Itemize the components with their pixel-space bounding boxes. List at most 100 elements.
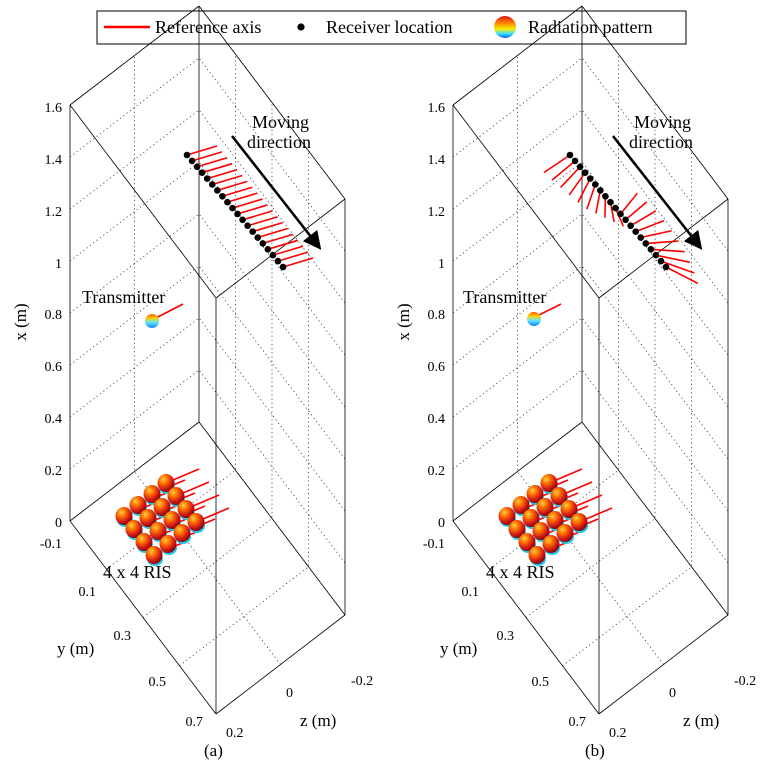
receiver-reference-axis — [242, 210, 273, 221]
ris-element-pattern — [145, 546, 163, 564]
panel-a-receiver-path — [183, 145, 314, 271]
receiver-reference-axis — [630, 210, 657, 227]
grid-line — [69, 265, 346, 460]
receiver-reference-axis — [568, 172, 586, 196]
receiver-location — [652, 251, 660, 259]
box-edge — [598, 198, 729, 299]
receiver-reference-axis — [206, 168, 238, 180]
receiver-location — [662, 263, 670, 271]
receiver-location — [627, 222, 634, 230]
receiver-location — [193, 163, 201, 171]
receiver-reference-axis — [262, 233, 294, 245]
ris-element-pattern — [526, 485, 544, 503]
receiver-reference-axis — [551, 160, 576, 181]
panel-b-receiver-path — [543, 151, 699, 285]
receiver-reference-axis — [186, 145, 218, 156]
receiver-location — [183, 151, 191, 159]
receiver-reference-axis — [655, 254, 691, 264]
ris-element-pattern — [498, 507, 516, 525]
receiver-reference-axis — [222, 186, 253, 198]
box-edge — [452, 104, 600, 299]
receiver-location — [224, 198, 231, 206]
receiver-reference-axis — [640, 229, 672, 239]
panel-b-x-ticks: 0 0.2 0.4 0.6 0.8 1 1.2 1.4 1.6 — [428, 101, 446, 531]
x-tick: 0.4 — [45, 412, 63, 427]
y-tick: 0.5 — [149, 675, 167, 690]
moving-direction-arrow — [611, 135, 703, 250]
receiver-location — [219, 192, 226, 200]
panel-b-ris — [498, 468, 613, 566]
receiver-location — [576, 163, 584, 171]
ris-element-pattern — [518, 533, 536, 551]
box-edge — [198, 5, 346, 200]
x-tick: 1.6 — [45, 101, 63, 116]
x-tick: 0.6 — [428, 360, 446, 375]
x-tick: 1.4 — [45, 153, 63, 168]
panel-label: (a) — [204, 741, 223, 760]
x-tick: 1.4 — [428, 153, 446, 168]
receiver-location — [229, 204, 236, 212]
receiver-reference-axis — [660, 260, 695, 274]
receiver-reference-axis — [614, 207, 625, 227]
receiver-reference-axis — [650, 248, 685, 253]
ris-element-pattern — [163, 511, 181, 529]
receiver-location — [254, 234, 262, 241]
y-tick: 0.3 — [497, 629, 515, 644]
grid-line — [517, 55, 664, 665]
x-tick: 0.8 — [45, 308, 63, 323]
receiver-reference-axis — [212, 174, 243, 186]
x-tick: 1.2 — [428, 205, 446, 220]
y-axis-label: y (m) — [440, 639, 477, 658]
grid-line — [452, 109, 729, 304]
receiver-reference-axis — [267, 239, 299, 251]
y-tick: 0.7 — [186, 715, 204, 730]
box-edge — [215, 614, 346, 715]
y-tick: 0.3 — [114, 629, 132, 644]
panel-b-y-ticks: -0.1 0.1 0.3 0.5 0.7 — [423, 537, 586, 730]
x-tick: 0.6 — [45, 360, 63, 375]
receiver-reference-axis — [543, 154, 571, 174]
transmitter-pattern — [145, 314, 159, 328]
panel-a-y-ticks: -0.1 0.1 0.3 0.5 0.7 — [40, 537, 203, 730]
x-tick: 0.8 — [428, 308, 446, 323]
receiver-location — [597, 187, 604, 194]
grid-line — [452, 161, 729, 356]
z-axis-label: z (m) — [300, 711, 336, 730]
y-axis-label: y (m) — [57, 639, 94, 658]
receiver-reference-axis — [252, 221, 283, 233]
ris-element-pattern — [159, 535, 177, 553]
transmitter-label: Transmitter — [82, 287, 165, 307]
grid-line — [452, 369, 729, 564]
z-axis-label: z (m) — [683, 711, 719, 730]
box-edge — [198, 421, 346, 616]
box-edge — [69, 104, 217, 299]
panel-a-ris — [115, 468, 230, 566]
receiver-location — [239, 216, 246, 224]
transmitter-pattern — [527, 312, 541, 326]
moving-label-line1: Moving — [634, 112, 691, 132]
legend-reference-axis-label: Reference axis — [155, 17, 261, 37]
receiver-location — [622, 216, 629, 224]
box-edge — [581, 5, 729, 200]
grid-line — [69, 161, 346, 356]
z-tick: -0.2 — [734, 674, 756, 689]
receiver-location — [269, 251, 277, 259]
receiver-location — [586, 175, 594, 182]
receiver-reference-axis — [609, 202, 615, 223]
ris-element-pattern — [135, 533, 153, 551]
receiver-reference-axis — [227, 192, 258, 203]
ris-element-pattern — [157, 474, 175, 492]
ris-element-pattern — [187, 513, 205, 531]
transmitter-label: Transmitter — [463, 287, 546, 307]
moving-label-line1: Moving — [252, 112, 309, 132]
receiver-location — [657, 257, 665, 265]
grid-line — [134, 55, 281, 665]
receiver-location — [274, 257, 282, 265]
legend-pattern-label: Radiation pattern — [528, 17, 652, 37]
ris-element-pattern — [556, 524, 574, 542]
z-tick: 0 — [669, 686, 676, 701]
panel-a: 0 0.2 0.4 0.6 0.8 1 1.2 1.4 1.6 -0.1 0.1… — [11, 5, 373, 760]
ris-element-pattern — [570, 513, 588, 531]
ris-element-pattern — [143, 485, 161, 503]
panel-a-x-ticks: 0 0.2 0.4 0.6 0.8 1 1.2 1.4 1.6 — [45, 101, 63, 531]
